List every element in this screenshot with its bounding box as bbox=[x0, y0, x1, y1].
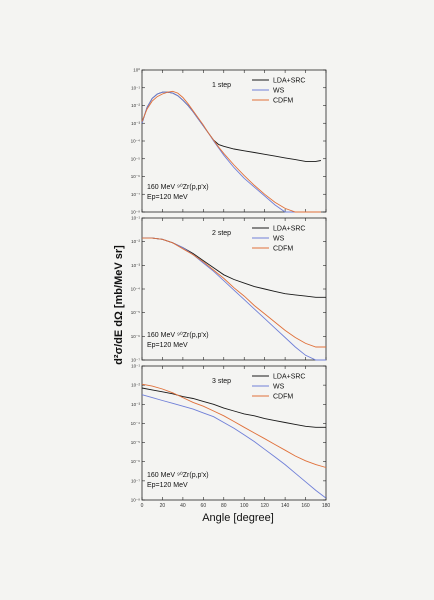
y-tick-label: 10⁻¹ bbox=[131, 216, 140, 221]
y-tick-label: 10⁻² bbox=[131, 383, 140, 388]
reaction-label: 160 MeV ⁹⁰Zr(p,p'x) bbox=[147, 471, 209, 479]
y-tick-label: 10⁻⁴ bbox=[131, 139, 140, 144]
panel-1: 10⁰ 10⁻¹ 10⁻² 10⁻³ 10⁻⁴ 10⁻⁵ 10⁻⁶ 10⁻⁷ 10⁻⁸ 1 ste… bbox=[131, 68, 327, 215]
x-tick-label: 120 bbox=[260, 503, 269, 509]
series-line-cdfm bbox=[141, 90, 321, 213]
step-label: 1 step bbox=[212, 82, 231, 89]
y-tick-label: 10⁻⁶ bbox=[131, 459, 140, 464]
x-tick-label: 160 bbox=[301, 503, 310, 509]
series-line-lda-src bbox=[142, 237, 326, 298]
x-tick-label: 40 bbox=[180, 503, 186, 509]
y-tick-label: 10⁻⁷ bbox=[131, 478, 140, 483]
x-tick-label: 140 bbox=[281, 503, 290, 509]
y-tick-label: 10⁻⁴ bbox=[131, 287, 140, 292]
x-tick-label: 180 bbox=[322, 503, 331, 509]
x-tick-label: 80 bbox=[221, 503, 227, 509]
x-tick-label: 0 bbox=[141, 503, 144, 509]
energy-label: Ep=120 MeV bbox=[147, 482, 188, 489]
y-tick-label: 10⁻⁵ bbox=[131, 440, 140, 445]
y-tick-label: 10⁻² bbox=[131, 103, 140, 108]
y-tick-label: 10⁻¹ bbox=[131, 85, 140, 90]
step-label: 3 step bbox=[212, 378, 231, 385]
y-tick-label: 10⁻¹ bbox=[131, 364, 140, 369]
y-axis-label: d²σ/dE dΩ [mb/MeV sr] bbox=[113, 245, 125, 365]
legend-label: WS bbox=[273, 236, 285, 243]
x-tick-label: 100 bbox=[240, 503, 249, 509]
panel-frame bbox=[141, 365, 327, 501]
y-tick-label: 10⁻⁶ bbox=[131, 334, 140, 339]
y-tick-label: 10⁻³ bbox=[131, 263, 140, 268]
legend-label: LDA+SRC bbox=[273, 78, 305, 85]
y-tick-label: 10⁻⁶ bbox=[131, 174, 140, 179]
energy-label: Ep=120 MeV bbox=[147, 194, 188, 201]
y-tick-label: 10⁻³ bbox=[131, 121, 140, 126]
energy-label: Ep=120 MeV bbox=[147, 342, 188, 349]
reaction-label: 160 MeV ⁹⁰Zr(p,p'x) bbox=[147, 183, 209, 191]
series-line-ws bbox=[141, 394, 327, 499]
step-label: 2 step bbox=[212, 230, 231, 237]
x-tick-label: 60 bbox=[201, 503, 207, 509]
reaction-label: 160 MeV ⁹⁰Zr(p,p'x) bbox=[147, 331, 209, 339]
y-tick-label: 10⁻⁴ bbox=[131, 421, 140, 426]
series-line-cdfm bbox=[142, 237, 326, 348]
y-tick-label: 10⁻³ bbox=[131, 402, 140, 407]
series-line-lda-src bbox=[141, 91, 321, 162]
series-line-cdfm bbox=[141, 383, 327, 468]
panel-2: 10⁻¹ 10⁻² 10⁻³ 10⁻⁴ 10⁻⁵ 10⁻⁶ 10⁻⁷ 2 step LDA+SR… bbox=[131, 216, 327, 363]
y-tick-label: 10⁻⁸ bbox=[131, 210, 140, 215]
y-tick-label: 10⁻⁵ bbox=[131, 156, 140, 161]
y-tick-label: 10⁻⁸ bbox=[131, 498, 140, 503]
legend-label: CDFM bbox=[273, 394, 293, 401]
y-tick-label: 10⁻⁷ bbox=[131, 358, 140, 363]
y-tick-label: 10⁰ bbox=[133, 68, 140, 73]
y-tick-label: 10⁻² bbox=[131, 239, 140, 244]
y-tick-label: 10⁻⁵ bbox=[131, 310, 140, 315]
panels: 10⁰ 10⁻¹ 10⁻² 10⁻³ 10⁻⁴ 10⁻⁵ 10⁻⁶ 10⁻⁷ 10⁻⁸ 1 ste… bbox=[131, 68, 331, 510]
legend-label: LDA+SRC bbox=[273, 374, 305, 381]
legend-label: WS bbox=[273, 88, 285, 95]
series-line-lda-src bbox=[141, 387, 326, 428]
legend-label: LDA+SRC bbox=[273, 226, 305, 233]
y-tick-label: 10⁻⁷ bbox=[131, 192, 140, 197]
panel-3: 10⁻¹ 10⁻² 10⁻³ 10⁻⁴ 10⁻⁵ 10⁻⁶ 10⁻⁷ 10⁻⁸0 20 40 60 8… bbox=[131, 364, 331, 510]
legend-label: CDFM bbox=[273, 246, 293, 253]
legend-label: WS bbox=[273, 384, 285, 391]
x-tick-label: 20 bbox=[160, 503, 166, 509]
legend-label: CDFM bbox=[273, 98, 293, 105]
x-axis-label: Angle [degree] bbox=[202, 512, 274, 524]
